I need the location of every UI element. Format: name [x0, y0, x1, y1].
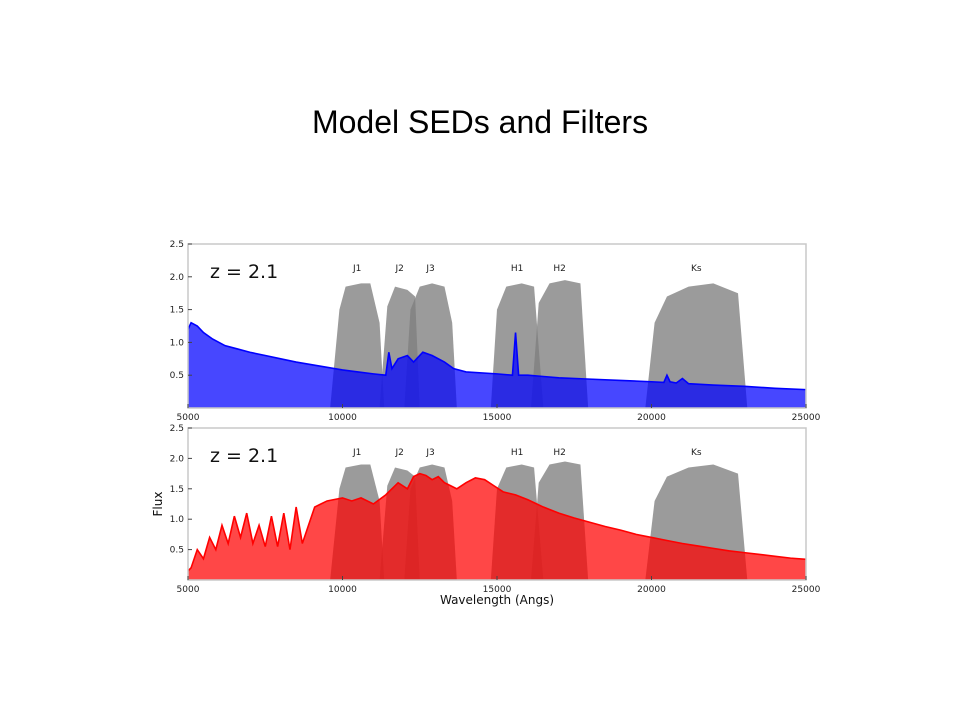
- y-tick-label: 2.0: [170, 454, 185, 464]
- panel-bottom: J1 J2 J3 H1 H2 Ks z = 2.1 5000 10000 15000 20000 25…: [151, 424, 821, 607]
- y-tick-label: 1.5: [170, 485, 184, 495]
- x-tick-label: 20000: [637, 413, 666, 423]
- x-tick-label: 10000: [328, 413, 357, 423]
- x-tick-label: 15000: [483, 413, 512, 423]
- filter-label-h2: H2: [553, 264, 566, 274]
- y-tick-label: 0.5: [170, 546, 184, 556]
- redshift-annotation: z = 2.1: [210, 445, 278, 467]
- x-tick-label: 25000: [792, 585, 821, 595]
- sed-filter-figure: J1 J2 J3 H1 H2 Ks z = 2.1 5000 10000 15000 20000 25…: [151, 240, 821, 607]
- x-tick-label: 5000: [177, 585, 200, 595]
- y-tick-label: 1.0: [170, 338, 185, 348]
- sed-line-0: [188, 472, 806, 572]
- sed-area-0: [188, 322, 806, 408]
- slide-title: Model SEDs and Filters: [311, 104, 649, 140]
- filter-label-h1: H1: [511, 264, 523, 274]
- x-tick-label: 15000: [483, 585, 512, 595]
- redshift-annotation: z = 2.1: [210, 261, 278, 283]
- filter-ks-curve: [645, 283, 748, 408]
- x-tick-label: 25000: [792, 413, 821, 423]
- x-tick-label: 10000: [328, 585, 357, 595]
- filter-label-ks: Ks: [691, 448, 702, 458]
- y-tick-label: 1.0: [170, 515, 185, 525]
- y-tick-label: 0.5: [170, 371, 184, 381]
- x-axis-label: Wavelength (Angs): [440, 593, 554, 607]
- filter-label-j3: J3: [425, 264, 434, 274]
- filter-label-j3: J3: [425, 448, 434, 458]
- panel-top: J1 J2 J3 H1 H2 Ks z = 2.1 5000 10000 15000 20000 25…: [170, 240, 821, 423]
- filter-label-j1: J1: [352, 264, 361, 274]
- x-tick-label: 5000: [177, 413, 200, 423]
- y-axis-label: Flux: [151, 492, 165, 517]
- x-tick-label: 20000: [637, 585, 666, 595]
- sed-line-0: [188, 321, 806, 391]
- sed-area-0: [188, 473, 806, 580]
- filter-label-h2: H2: [553, 448, 566, 458]
- y-tick-label: 1.5: [170, 306, 184, 316]
- filter-label-j1: J1: [352, 448, 361, 458]
- filter-label-j2: J2: [394, 264, 403, 274]
- filter-label-h1: H1: [511, 448, 523, 458]
- filter-label-ks: Ks: [691, 264, 702, 274]
- y-tick-label: 2.5: [170, 240, 184, 250]
- y-tick-label: 2.5: [170, 424, 184, 434]
- filter-label-j2: J2: [394, 448, 403, 458]
- y-tick-label: 2.0: [170, 273, 185, 283]
